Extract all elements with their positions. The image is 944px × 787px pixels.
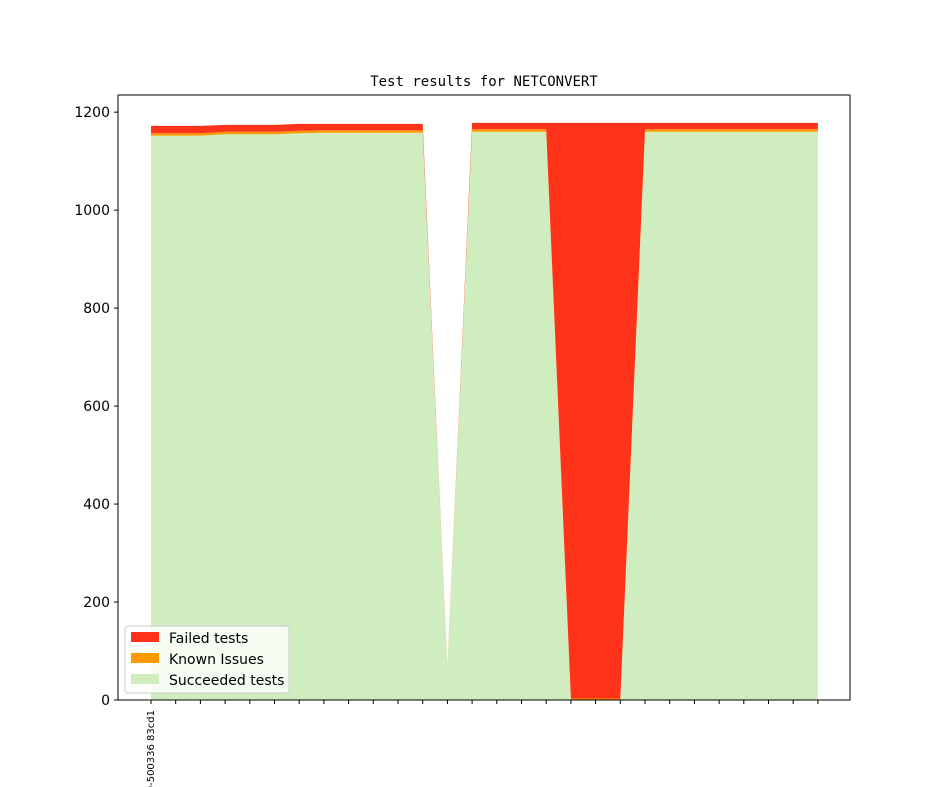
y-tick-label: 400 (83, 497, 110, 513)
legend-swatch-succeeded-tests (131, 674, 159, 684)
y-axis: 0 200 400 600 800 1000 1200 (74, 105, 118, 709)
y-tick-label: 600 (83, 399, 110, 415)
legend-label-succeeded-tests: Succeeded tests (169, 673, 284, 689)
x-tick-label: v1_0_0-500336 83cd1 (146, 710, 157, 787)
area-series-group (151, 122, 818, 701)
y-tick-label: 200 (83, 595, 110, 611)
legend-label-known-issues: Known Issues (169, 652, 264, 668)
y-tick-label: 0 (101, 693, 110, 709)
y-tick-label: 1000 (74, 203, 110, 219)
legend-label-failed-tests: Failed tests (169, 631, 248, 647)
area-succeeded-tests (151, 131, 818, 701)
plot-frame (117, 94, 851, 701)
legend-box (124, 625, 290, 694)
legend: Failed tests Known Issues Succeeded tests (124, 625, 290, 694)
chart-title: Test results for NETCONVERT (370, 74, 598, 90)
y-tick-label: 800 (83, 301, 110, 317)
x-axis: v1_0_0-500336 83cd1 (146, 700, 819, 787)
legend-swatch-failed-tests (131, 632, 159, 642)
legend-swatch-known-issues (131, 653, 159, 663)
y-tick-label: 1200 (74, 105, 110, 121)
